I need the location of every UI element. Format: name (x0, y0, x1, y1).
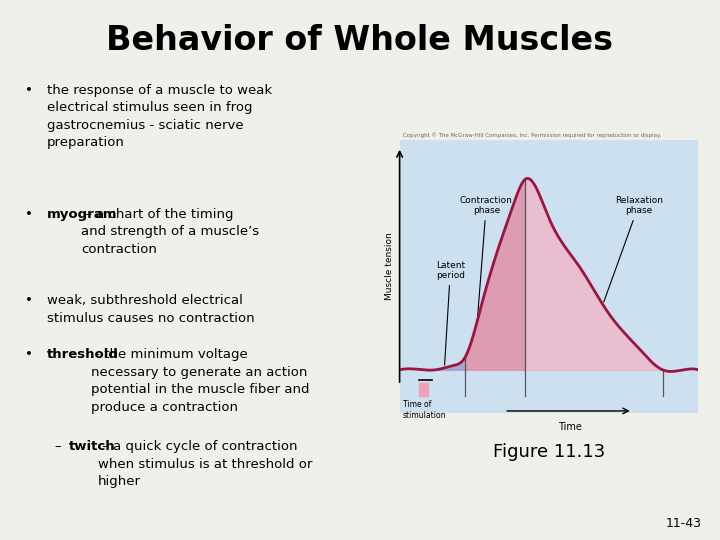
Bar (419, 383, 428, 396)
Text: •: • (25, 348, 33, 361)
Text: Behavior of Whole Muscles: Behavior of Whole Muscles (107, 24, 613, 57)
Text: Muscle tension: Muscle tension (384, 232, 394, 300)
Text: the response of a muscle to weak
electrical stimulus seen in frog
gastrocnemius : the response of a muscle to weak electri… (47, 84, 272, 149)
Text: •: • (25, 294, 33, 307)
Text: Time: Time (558, 422, 582, 432)
Text: threshold: threshold (47, 348, 119, 361)
Text: Time of
stimulation: Time of stimulation (402, 400, 446, 420)
Text: Figure 11.13: Figure 11.13 (493, 443, 605, 461)
Text: Contraction
phase: Contraction phase (460, 195, 513, 318)
Text: - the minimum voltage
necessary to generate an action
potential in the muscle fi: - the minimum voltage necessary to gener… (91, 348, 310, 414)
Text: – a quick cycle of contraction
when stimulus is at threshold or
higher: – a quick cycle of contraction when stim… (98, 440, 312, 488)
Text: •: • (25, 208, 33, 221)
Text: –: – (54, 440, 60, 453)
Text: weak, subthreshold electrical
stimulus causes no contraction: weak, subthreshold electrical stimulus c… (47, 294, 254, 325)
Text: •: • (25, 84, 33, 97)
Text: Relaxation
phase: Relaxation phase (604, 195, 662, 302)
Text: twitch: twitch (68, 440, 115, 453)
Text: Copyright © The McGraw-Hill Companies, Inc. Permission required for reproduction: Copyright © The McGraw-Hill Companies, I… (403, 132, 662, 138)
Text: 11-43: 11-43 (666, 517, 702, 530)
Text: – a chart of the timing
and strength of a muscle’s
contraction: – a chart of the timing and strength of … (81, 208, 259, 256)
Text: myogram: myogram (47, 208, 117, 221)
Text: Latent
period: Latent period (436, 261, 465, 365)
